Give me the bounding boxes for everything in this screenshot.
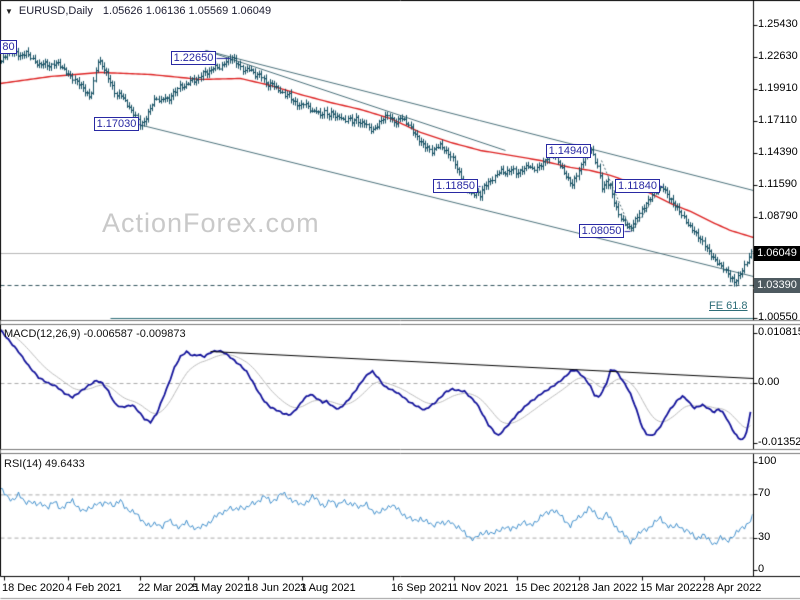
chart-canvas[interactable] <box>0 0 800 600</box>
